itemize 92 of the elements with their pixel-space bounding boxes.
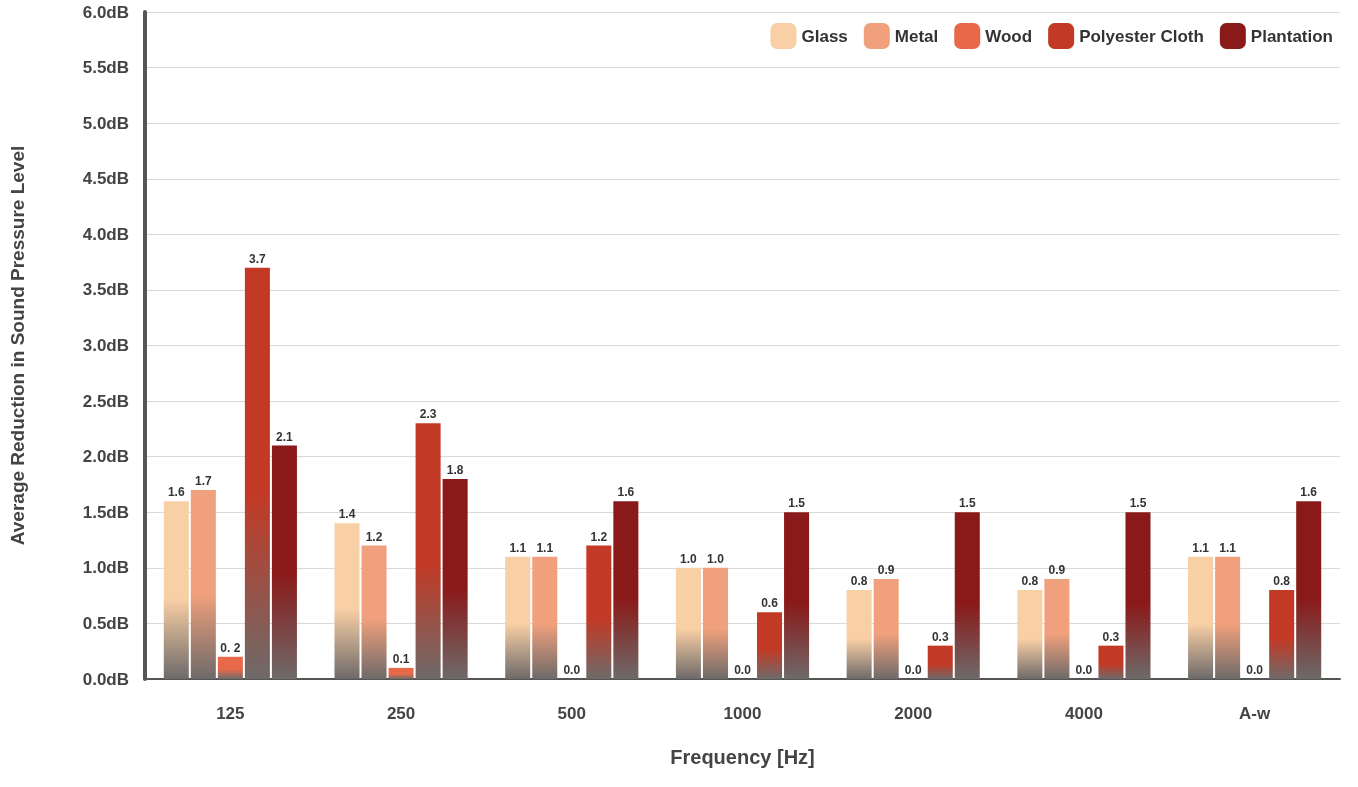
data-label: 0.0 [904, 663, 922, 677]
data-label: 1.5 [958, 496, 976, 511]
legend-label: Plantation [1250, 26, 1333, 46]
data-label: 1.6 [1300, 485, 1318, 500]
bar [217, 656, 243, 679]
bar [271, 445, 297, 679]
data-label: 0.9 [877, 562, 895, 577]
x-tick-label: 250 [386, 704, 416, 723]
bar [675, 567, 701, 679]
bar [505, 556, 531, 679]
y-tick-label: 3.0dB [82, 336, 129, 355]
bar [415, 423, 441, 679]
data-label: 0.3 [1102, 629, 1120, 644]
data-label: 0.3 [931, 629, 949, 644]
y-tick-label: 4.0dB [82, 224, 129, 244]
bar [784, 512, 810, 679]
bar [873, 578, 899, 679]
data-label: 1.6 [617, 485, 635, 500]
bar [442, 478, 468, 679]
legend-label: Metal [894, 26, 939, 46]
data-label: 1.2 [590, 529, 608, 544]
x-tick-label: 2000 [894, 704, 933, 723]
bar [334, 523, 360, 679]
y-tick-label: 1.0dB [82, 558, 129, 578]
y-tick-label: 2.5dB [82, 391, 129, 411]
data-label: 0.8 [1273, 574, 1291, 589]
x-tick-label: 1000 [723, 704, 762, 723]
data-label: 0.0 [1246, 663, 1264, 677]
bar [1098, 645, 1124, 679]
data-label: 1.6 [167, 485, 185, 500]
bar [361, 545, 387, 679]
y-tick-label: 5.5dB [82, 58, 129, 78]
data-label: 2.1 [276, 429, 294, 444]
data-label: 1.0 [680, 551, 698, 566]
data-label: 0.9 [1048, 562, 1066, 577]
legend-label: Wood [985, 26, 1033, 46]
y-tick-label: 2.0dB [82, 447, 129, 467]
bar [1044, 578, 1070, 679]
bar [757, 612, 783, 679]
data-label: 1.1 [1192, 540, 1210, 555]
data-label: 1.5 [1129, 496, 1147, 511]
data-label: 1.5 [788, 496, 806, 511]
legend-label: Glass [801, 26, 848, 46]
bar [1269, 590, 1295, 679]
data-label: 0.0 [1075, 663, 1093, 677]
x-tick-label: 500 [557, 704, 586, 723]
legend-label: Polyester Cloth [1079, 26, 1204, 46]
x-tick-label: A-w [1239, 704, 1271, 723]
x-tick-label: 4000 [1065, 704, 1103, 723]
bar [927, 645, 953, 679]
y-tick-label: 3.5dB [82, 280, 129, 300]
data-label: 0.8 [1021, 574, 1039, 589]
bar [954, 512, 980, 679]
bar [702, 567, 728, 679]
bar [388, 667, 414, 679]
data-label: 1.4 [338, 507, 356, 522]
y-tick-label: 4.5dB [82, 169, 129, 189]
y-tick-label: 0.5dB [82, 613, 129, 633]
x-axis-title: Frequency [Hz] [670, 746, 815, 768]
bar [1125, 512, 1151, 679]
x-tick-label: 125 [216, 704, 245, 723]
bar [163, 501, 189, 679]
data-label: 0.0 [563, 663, 581, 677]
data-label: 3.7 [249, 251, 267, 266]
data-label: 1.2 [365, 529, 383, 544]
data-label: 0.1 [392, 651, 410, 666]
bar [1215, 556, 1241, 679]
data-label: 1.8 [446, 462, 464, 477]
y-tick-label: 1.5dB [82, 502, 129, 522]
data-label: 1.7 [194, 474, 212, 489]
y-tick-label: 0.0dB [82, 669, 129, 689]
data-label: 0.6 [761, 596, 779, 611]
data-label: 1.0 [707, 551, 725, 566]
data-label: 0.8 [850, 574, 868, 589]
bar [613, 501, 639, 679]
bar [1188, 556, 1214, 679]
y-tick-label: 5.0dB [82, 113, 129, 133]
bar [532, 556, 558, 679]
data-label: 1.1 [509, 540, 527, 555]
bar [244, 267, 270, 679]
y-axis-title: Average Reduction in Sound Pressure Level [7, 145, 28, 546]
bar [190, 490, 216, 679]
data-label: 0. 2 [220, 640, 241, 655]
bar [1296, 501, 1322, 679]
bar [1017, 590, 1043, 679]
data-label: 1.1 [536, 540, 554, 555]
bar [586, 545, 612, 679]
data-label: 2.3 [419, 407, 437, 422]
data-label: 0.0 [734, 663, 752, 677]
y-tick-label: 6.0dB [82, 2, 129, 22]
bar [846, 590, 872, 679]
data-label: 1.1 [1219, 540, 1237, 555]
